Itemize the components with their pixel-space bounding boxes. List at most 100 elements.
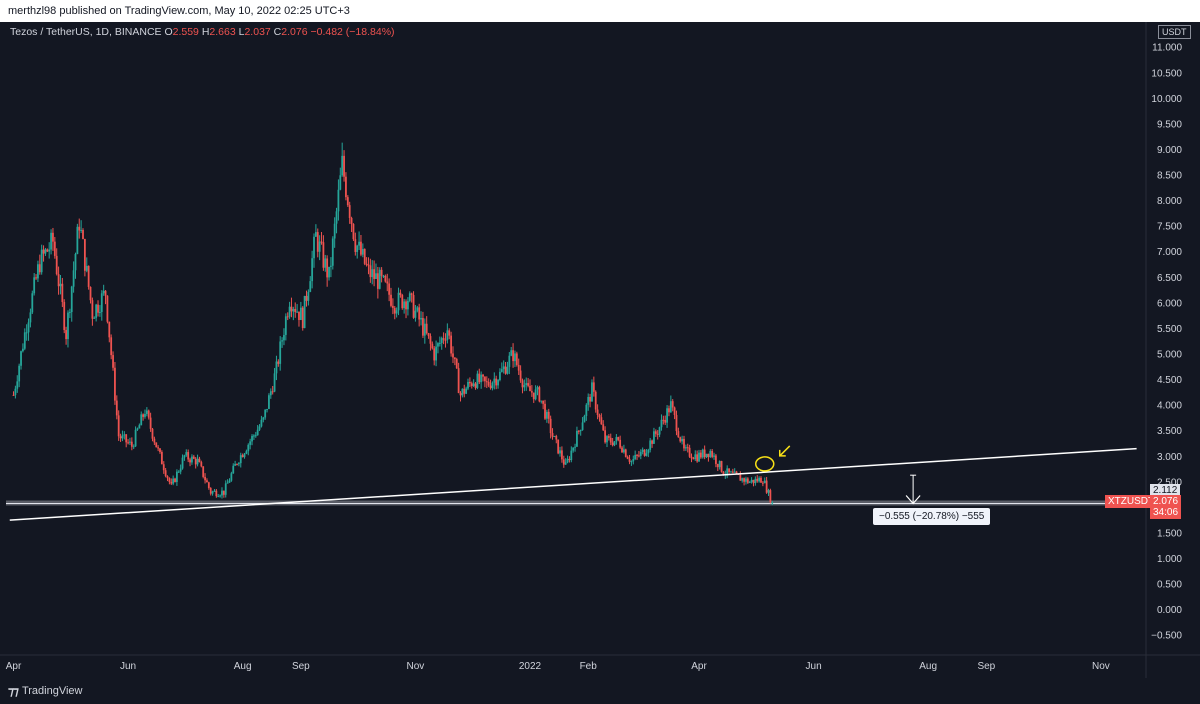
candle-body [604,430,607,443]
candle-body [232,465,235,474]
candle-body [192,456,195,459]
time-tick-label: Feb [580,661,598,672]
candle-body [245,451,248,454]
candle-body [480,374,483,383]
candle-body [299,307,302,320]
time-axis[interactable]: Apr Jun Aug Sep Nov 2022 Feb Apr Jun Aug Sep Nov [0,654,1200,672]
candle-body [50,232,52,250]
measure-arrowhead [905,495,921,505]
candle-body [93,317,96,319]
price-axis[interactable]: 11.000 10.500 10.000 9.500 9.000 8.500 8.000 7.… [1145,22,1182,678]
candle-body [423,323,426,336]
candle-body [33,277,36,294]
candle-body [313,236,315,259]
candle-body [722,471,725,475]
candle-body [487,381,490,386]
candle-body [621,447,623,453]
candle-body [191,456,193,463]
candle-body [583,415,586,423]
candle-body [532,392,535,400]
candle-body [318,241,321,252]
candle-body [339,175,342,190]
candle-body [350,217,353,224]
candle-body [97,304,99,313]
candle-body [145,410,148,414]
candle-body [664,420,667,423]
candle-body [559,450,561,454]
candle-body [730,471,732,473]
candle-body [748,481,751,483]
candle-body [354,239,357,252]
candle-body [735,471,738,474]
candle-body [634,454,637,459]
candle-body [343,155,345,177]
candle-body [549,418,552,434]
candle-body [442,338,445,340]
candle-body [433,348,436,361]
candle-body [249,441,252,445]
candle-body [234,463,237,466]
candle-body [260,419,263,427]
price-tick-label: 1.500 [1157,528,1182,539]
candle-body [408,293,411,301]
candle-body [500,369,503,372]
candle-body [326,258,329,278]
candle-body [639,451,642,456]
candle-body [611,442,614,446]
candle-body [80,230,83,232]
candle-body [206,480,208,483]
candle-body [756,478,759,482]
price-tick-label: 3.500 [1157,426,1182,437]
candle-body [493,378,496,383]
candle-body [656,433,659,435]
candle-body [162,464,165,471]
candle-body [673,407,676,416]
time-tick-label: Aug [234,661,252,672]
tradingview-logo[interactable]: ⁊⁊ TradingView [8,684,82,698]
candle-body [536,387,539,390]
candle-body [288,306,291,317]
candle-body [514,353,516,362]
candle-body [388,283,391,295]
currency-unit[interactable]: USDT [1158,25,1191,39]
symbol-label[interactable]: Tezos / TetherUS, 1D, BINANCE [10,26,162,38]
countdown-tag: 34:06 [1150,506,1182,519]
candle-body [585,404,588,416]
candle-body [591,382,593,402]
candle-body [187,452,190,460]
candle-body [102,290,105,294]
candle-body [376,273,379,289]
candle-body [716,463,719,468]
plot-area[interactable] [6,142,1146,521]
candle-body [429,336,432,344]
candle-body [185,452,188,456]
candle-body [290,306,293,312]
candle-body [551,433,554,437]
candle-body [741,478,744,481]
candle-body [108,321,111,338]
brand-name: TradingView [21,685,83,697]
candle-body [72,270,75,287]
candle-body [521,380,524,388]
candle-body [174,478,176,482]
candle-body [576,430,578,447]
candle-body [110,337,113,356]
candle-body [476,373,479,388]
candle-body [718,461,721,468]
last-price-tag: 2.076 [1150,495,1182,508]
price-chart[interactable]: 11.000 10.500 10.000 9.500 9.000 8.500 8.000 7.… [0,22,1200,678]
candle-body [452,353,454,358]
candle-body [525,383,528,386]
candle-body [752,479,755,484]
close-value: 2.076 [281,26,308,38]
candle-body [482,374,484,377]
candle-body [78,226,81,231]
candle-body [472,383,475,386]
candle-body [147,410,150,418]
open-value: 2.559 [172,26,199,38]
candle-body [420,318,422,320]
candle-body [358,241,360,246]
candle-body [373,269,376,279]
candle-body [303,295,306,329]
price-tick-label: 6.500 [1157,273,1182,284]
